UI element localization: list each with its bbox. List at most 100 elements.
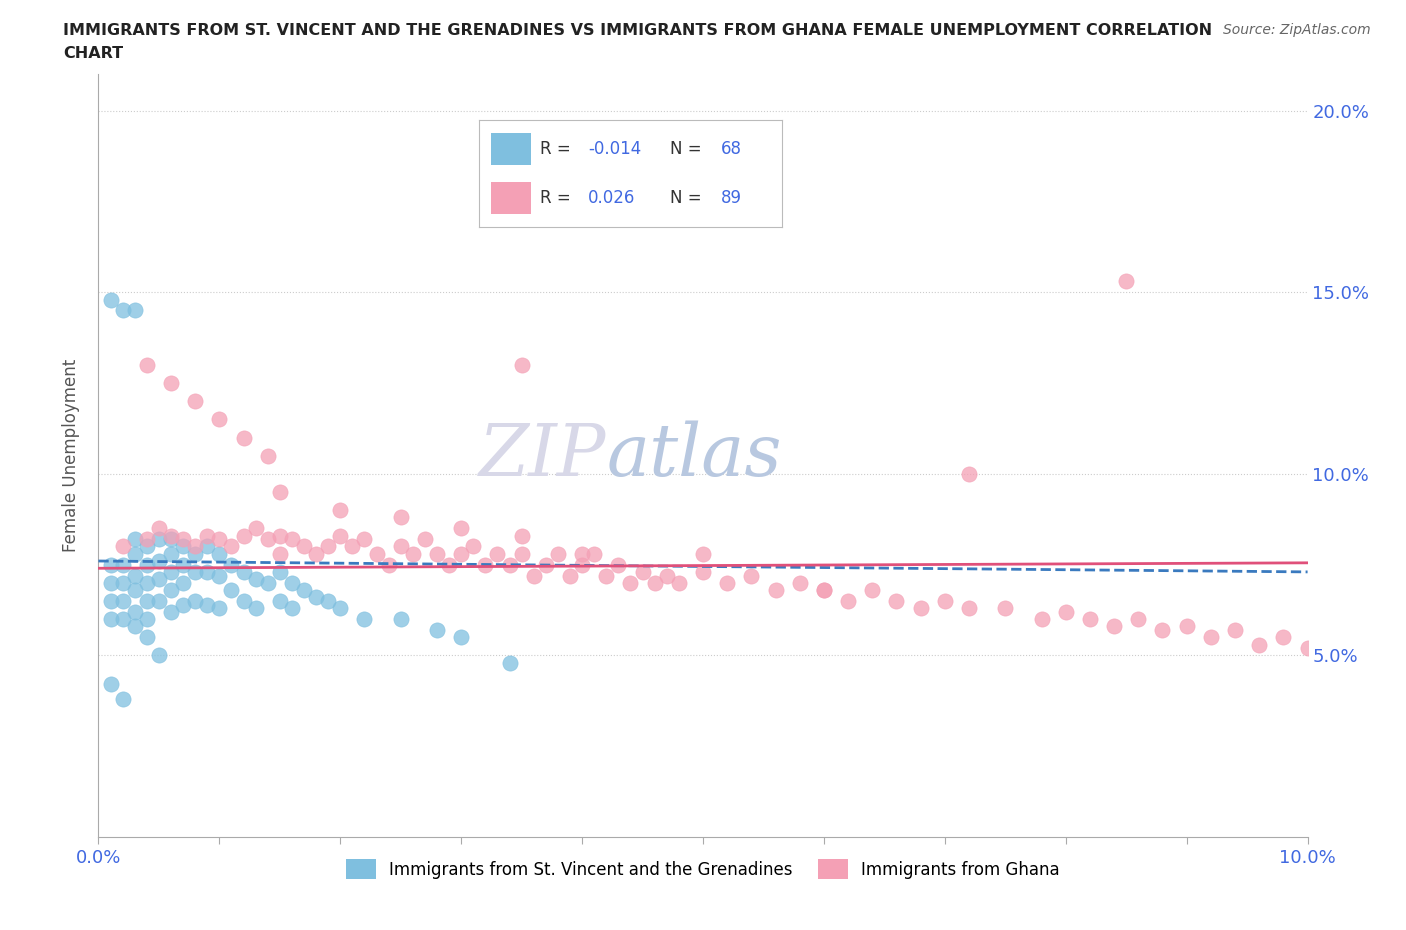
Point	[124, 582, 146, 597]
Point	[413, 532, 436, 547]
Point	[305, 590, 328, 604]
Point	[135, 612, 157, 627]
Point	[316, 593, 339, 608]
Text: CHART: CHART	[63, 46, 124, 61]
Point	[232, 565, 254, 579]
Point	[910, 601, 932, 616]
Point	[463, 539, 485, 554]
Point	[860, 582, 883, 597]
Point	[208, 568, 231, 583]
Point	[160, 546, 183, 561]
Point	[221, 582, 243, 597]
Point	[135, 593, 157, 608]
Point	[100, 677, 122, 692]
Point	[269, 528, 291, 543]
Point	[716, 576, 738, 591]
Point	[148, 532, 170, 547]
Text: ZIP: ZIP	[479, 420, 606, 491]
Point	[111, 593, 134, 608]
Point	[668, 576, 690, 591]
Y-axis label: Female Unemployment: Female Unemployment	[62, 359, 80, 552]
Point	[523, 568, 546, 583]
Point	[474, 557, 496, 572]
Point	[619, 576, 641, 591]
Point	[789, 576, 811, 591]
Point	[160, 376, 183, 391]
Point	[269, 546, 291, 561]
Point	[124, 568, 146, 583]
Point	[148, 648, 170, 663]
Point	[184, 593, 207, 608]
Point	[135, 539, 157, 554]
Point	[837, 593, 859, 608]
Point	[607, 557, 630, 572]
Text: atlas: atlas	[606, 420, 782, 491]
Point	[813, 582, 835, 597]
Point	[160, 528, 183, 543]
Point	[765, 582, 787, 597]
Legend: Immigrants from St. Vincent and the Grenadines, Immigrants from Ghana: Immigrants from St. Vincent and the Gren…	[339, 852, 1067, 886]
Point	[232, 528, 254, 543]
Point	[450, 521, 472, 536]
Point	[208, 546, 231, 561]
Point	[208, 601, 231, 616]
Point	[100, 576, 122, 591]
Point	[1128, 612, 1150, 627]
Point	[692, 565, 714, 579]
Point	[1152, 622, 1174, 637]
Point	[232, 430, 254, 445]
Point	[281, 532, 304, 547]
Point	[366, 546, 388, 561]
Point	[329, 528, 352, 543]
Point	[184, 565, 207, 579]
Point	[172, 576, 194, 591]
Point	[148, 572, 170, 587]
Point	[510, 546, 533, 561]
Point	[245, 572, 267, 587]
Point	[160, 532, 183, 547]
Point	[571, 557, 593, 572]
Point	[813, 582, 835, 597]
Point	[389, 612, 412, 627]
Point	[135, 557, 157, 572]
Point	[692, 546, 714, 561]
Point	[184, 393, 207, 408]
Point	[1078, 612, 1101, 627]
Point	[450, 630, 472, 644]
Point	[221, 557, 243, 572]
Point	[957, 601, 980, 616]
Point	[148, 553, 170, 568]
Point	[281, 601, 304, 616]
Point	[256, 448, 278, 463]
Point	[316, 539, 339, 554]
Point	[111, 576, 134, 591]
Point	[135, 576, 157, 591]
Point	[389, 539, 412, 554]
Point	[571, 546, 593, 561]
Point	[1249, 637, 1271, 652]
Point	[100, 292, 122, 307]
Point	[292, 539, 315, 554]
Point	[329, 503, 352, 518]
Point	[111, 612, 134, 627]
Point	[1199, 630, 1222, 644]
Point	[740, 568, 762, 583]
Point	[172, 539, 194, 554]
Point	[195, 597, 218, 612]
Point	[111, 539, 134, 554]
Point	[426, 622, 449, 637]
Point	[269, 565, 291, 579]
Point	[583, 546, 606, 561]
Point	[655, 568, 678, 583]
Point	[100, 557, 122, 572]
Point	[305, 546, 328, 561]
Point	[100, 612, 122, 627]
Point	[269, 485, 291, 499]
Point	[111, 557, 134, 572]
Point	[1223, 622, 1246, 637]
Point	[437, 557, 460, 572]
Point	[957, 467, 980, 482]
Point	[245, 521, 267, 536]
Point	[184, 546, 207, 561]
Point	[124, 546, 146, 561]
